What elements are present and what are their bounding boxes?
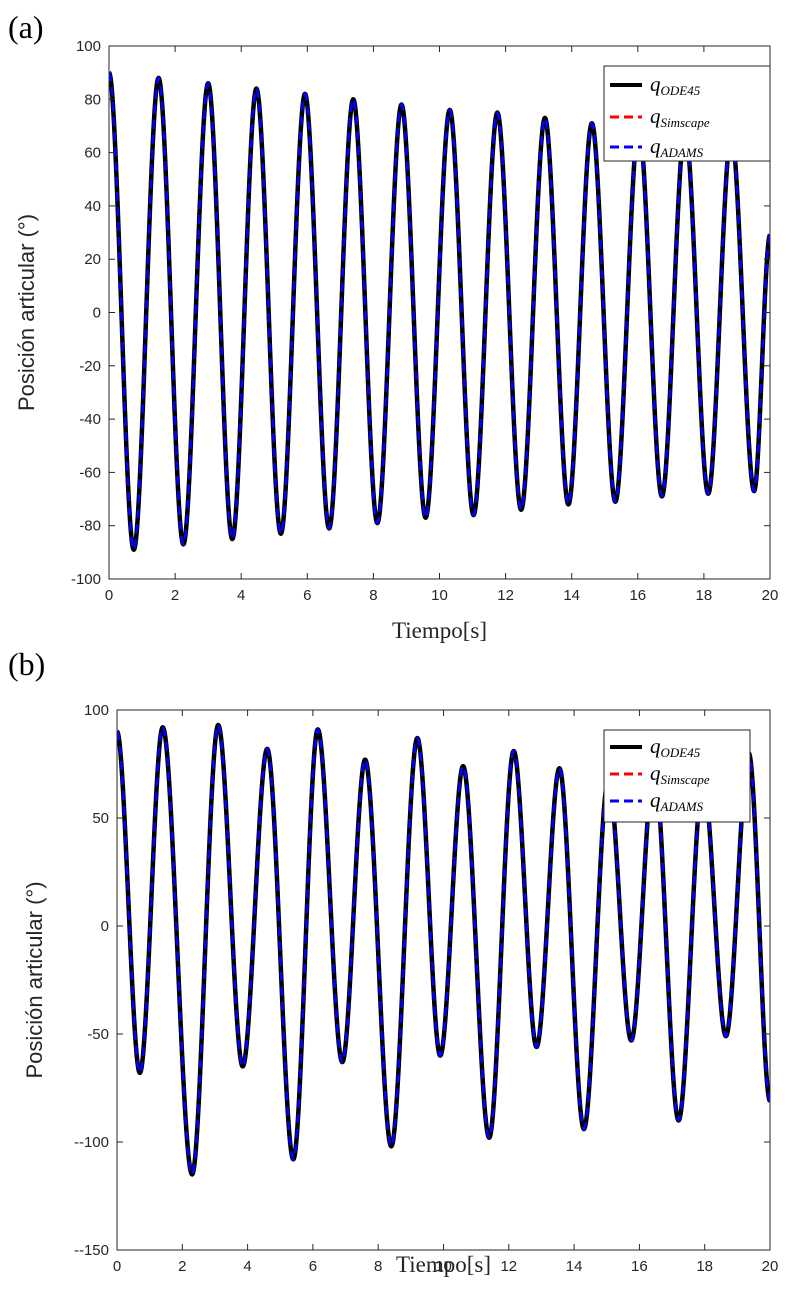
legend-base: q	[650, 134, 661, 158]
panel-label: (a)	[8, 9, 44, 45]
legend-box	[603, 65, 771, 162]
x-axis-label: Tiempo[s]	[396, 1252, 491, 1277]
x-tick-label: 12	[500, 1258, 517, 1275]
legend-label-adams: qADAMS	[650, 788, 704, 814]
panel-label: (b)	[8, 646, 45, 682]
y-tick-label: 60	[84, 145, 101, 162]
x-tick-label: 10	[435, 1258, 452, 1275]
y-tick-label: -100	[71, 571, 101, 588]
y-tick-label: 100	[84, 702, 109, 719]
y-tick-label: --100	[74, 1134, 109, 1151]
x-tick-label: 16	[629, 587, 646, 604]
y-axis-label: Posición articular (°)	[22, 881, 47, 1078]
x-tick-label: 4	[237, 587, 245, 604]
y-axis-label: Posición articular (°)	[14, 214, 39, 411]
x-tick-label: 8	[374, 1258, 382, 1275]
legend-label-simscape: qSimscape	[650, 104, 710, 130]
chart-panel-a: (a) 0 2 4 6 8 10 12 14 16 18 20 -100 -80 -60 -40 -20 0 20 4…	[8, 9, 778, 643]
y-tick-label: -40	[79, 411, 101, 428]
y-tick-label: -20	[79, 358, 101, 375]
x-tick-label: 18	[696, 1258, 713, 1275]
y-tick-label: -80	[79, 518, 101, 535]
legend-base: q	[650, 788, 661, 812]
x-tick-label: 12	[497, 587, 514, 604]
x-axis-label: Tiempo[s]	[392, 618, 487, 643]
x-tick-label: 20	[762, 1258, 779, 1275]
legend-base: q	[650, 104, 661, 128]
x-tick-label: 6	[309, 1258, 317, 1275]
y-tick-label: 40	[84, 198, 101, 215]
x-tick-label: 10	[431, 587, 448, 604]
x-tick-label: 14	[563, 587, 580, 604]
y-tick-label: 80	[84, 91, 101, 108]
x-tick-label: 2	[171, 587, 179, 604]
legend-subscript: ADAMS	[660, 145, 704, 160]
legend-subscript: ODE45	[661, 83, 701, 98]
x-tick-label: 0	[113, 1258, 121, 1275]
legend-label-ode45: qODE45	[650, 72, 701, 98]
legend-label-simscape: qSimscape	[650, 761, 710, 787]
legend-label-adams: qADAMS	[650, 134, 704, 160]
y-tick-label: 100	[76, 38, 101, 55]
legend-label-ode45: qODE45	[650, 734, 701, 760]
x-tick-label: 4	[243, 1258, 251, 1275]
y-tick-label: -50	[87, 1026, 109, 1043]
x-tick-label: 6	[303, 587, 311, 604]
legend-subscript: Simscape	[661, 115, 710, 130]
x-tick-label: 8	[369, 587, 377, 604]
y-tick-label: 0	[101, 918, 109, 935]
series-line-adams	[117, 723, 770, 1177]
x-tick-label: 2	[178, 1258, 186, 1275]
y-tick-label: --150	[74, 1242, 109, 1259]
chart-panel-b: (b) 0 2 4 6 8 10 12 14 16 18 20 --150 --100 -50 0 50 100 T…	[8, 646, 778, 1277]
x-tick-label: 16	[631, 1258, 648, 1275]
series-line-adams	[109, 71, 770, 552]
x-tick-label: 14	[566, 1258, 583, 1275]
x-tick-label: 18	[696, 587, 713, 604]
legend-subscript: Simscape	[661, 772, 710, 787]
legend-base: q	[650, 761, 661, 785]
x-tick-label: 20	[762, 587, 779, 604]
y-tick-label: 50	[92, 810, 109, 827]
legend-base: q	[650, 734, 661, 758]
y-tick-label: 20	[84, 251, 101, 268]
legend-subscript: ADAMS	[660, 799, 704, 814]
legend-base: q	[650, 72, 661, 96]
x-tick-label: 0	[105, 587, 113, 604]
y-tick-label: 0	[93, 305, 101, 322]
y-tick-label: -60	[79, 464, 101, 481]
legend-subscript: ODE45	[661, 745, 701, 760]
series-group	[117, 722, 770, 1177]
series-group	[109, 70, 770, 552]
